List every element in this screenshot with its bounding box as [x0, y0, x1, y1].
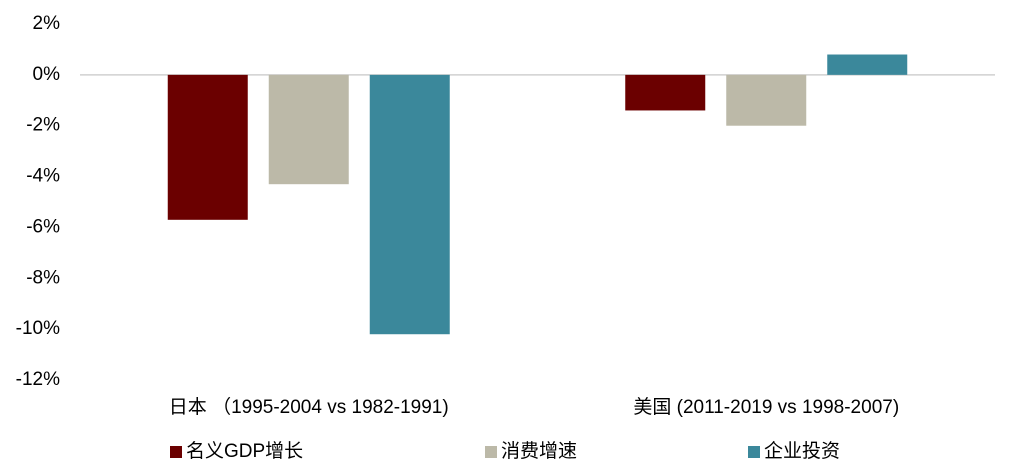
legend-label: 名义GDP增长 — [186, 440, 303, 462]
y-tick-label: -2% — [26, 115, 60, 136]
y-tick-label: -8% — [26, 267, 60, 288]
y-tick-label: 2% — [33, 13, 61, 34]
bar — [369, 74, 450, 335]
bar — [268, 74, 349, 185]
bar — [827, 54, 908, 75]
bar — [625, 74, 706, 111]
x-tick-label: 日本 （1995-2004 vs 1982-1991) — [169, 396, 449, 418]
legend-swatch — [485, 446, 497, 458]
y-tick-label: -6% — [26, 216, 60, 237]
y-tick-label: 0% — [33, 64, 61, 85]
bar — [726, 74, 807, 126]
bar — [167, 74, 248, 220]
y-tick-label: -12% — [16, 369, 60, 390]
legend-swatch — [748, 446, 760, 458]
legend-label: 消费增速 — [501, 440, 577, 462]
legend-label: 企业投资 — [764, 440, 840, 462]
x-tick-label: 美国 (2011-2019 vs 1998-2007) — [633, 396, 899, 418]
y-tick-label: -10% — [16, 318, 60, 339]
y-tick-label: -4% — [26, 166, 60, 187]
legend-swatch — [170, 446, 182, 458]
